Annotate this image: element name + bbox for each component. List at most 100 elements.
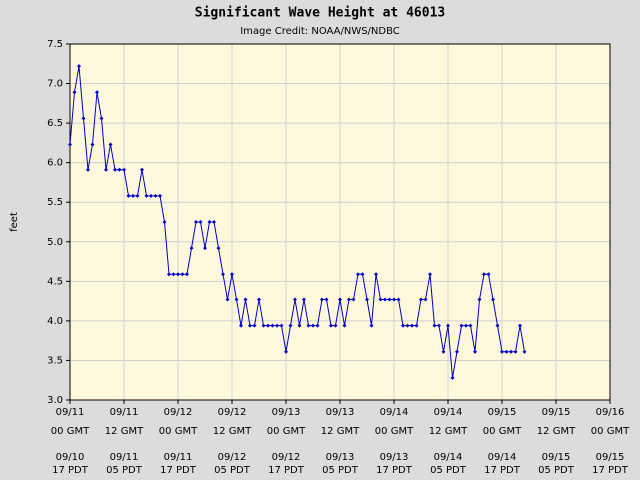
y-tick-label: 7.5: [47, 39, 63, 50]
x2-tick-label: 09/11: [110, 452, 139, 463]
x2-tick-sublabel: 17 PDT: [376, 465, 413, 476]
data-point: [279, 323, 284, 328]
data-point: [198, 220, 203, 224]
data-point: [306, 323, 311, 328]
x2-tick-sublabel: 17 PDT: [592, 465, 629, 476]
data-point: [104, 167, 108, 172]
data-point: [230, 272, 234, 277]
data-point: [270, 323, 275, 328]
data-point: [248, 323, 252, 328]
x-tick-sublabel: 00 GMT: [591, 426, 630, 437]
data-point: [464, 323, 468, 328]
x-tick-label: 09/14: [380, 407, 409, 418]
data-point: [383, 297, 387, 302]
data-point: [410, 323, 414, 328]
x2-tick-sublabel: 17 PDT: [160, 465, 197, 476]
x-tick-label: 09/11: [110, 407, 139, 418]
x2-tick-label: 09/15: [542, 452, 571, 463]
data-point: [95, 90, 99, 95]
x-tick-sublabel: 00 GMT: [375, 426, 414, 437]
data-point: [311, 323, 315, 328]
x-tick-sublabel: 12 GMT: [537, 426, 576, 437]
x2-tick-sublabel: 17 PDT: [52, 465, 89, 476]
x-tick-label: 09/15: [488, 407, 517, 418]
x2-tick-label: 09/13: [326, 452, 355, 463]
x-tick-sublabel: 00 GMT: [483, 426, 522, 437]
data-point: [315, 323, 320, 328]
plot-frame: [69, 43, 611, 401]
data-point: [189, 246, 194, 251]
data-point: [351, 297, 356, 302]
x-tick-label: 09/12: [218, 407, 247, 418]
data-point: [392, 297, 396, 302]
x-tick-sublabel: 12 GMT: [213, 426, 252, 437]
data-point: [491, 297, 495, 302]
data-point: [266, 323, 270, 328]
data-point: [77, 64, 81, 69]
data-point: [486, 272, 491, 277]
y-axis-label: feet: [9, 212, 20, 232]
data-point: [428, 272, 432, 277]
data-point: [167, 272, 171, 277]
data-point: [455, 349, 459, 354]
x2-tick-sublabel: 05 PDT: [430, 465, 467, 476]
data-point: [108, 142, 113, 147]
x2-tick-label: 09/13: [380, 452, 409, 463]
data-point: [356, 272, 360, 277]
x2-tick-sublabel: 05 PDT: [106, 465, 143, 476]
data-point: [365, 297, 369, 302]
chart-subtitle: Image Credit: NOAA/NWS/NDBC: [240, 26, 400, 37]
data-point: [333, 323, 338, 328]
data-point: [252, 323, 257, 328]
data-point: [297, 323, 302, 328]
data-point: [342, 323, 347, 328]
x-tick-sublabel: 12 GMT: [321, 426, 360, 437]
data-point: [504, 349, 509, 354]
x2-tick-sublabel: 17 PDT: [268, 465, 305, 476]
data-point: [216, 246, 221, 251]
data-point: [437, 323, 441, 328]
y-tick-label: 4.0: [47, 316, 63, 327]
data-point: [288, 323, 293, 328]
data-point: [414, 323, 419, 328]
y-tick-label: 5.5: [47, 197, 63, 208]
data-point: [81, 116, 86, 121]
data-point: [131, 193, 135, 198]
data-point: [509, 349, 513, 354]
data-point: [522, 349, 527, 354]
x-tick-sublabel: 12 GMT: [105, 426, 144, 437]
data-point: [446, 323, 450, 328]
x2-tick-sublabel: 05 PDT: [322, 465, 359, 476]
y-tick-label: 6.0: [47, 158, 63, 169]
x-tick-label: 09/16: [596, 407, 625, 418]
x-tick-sublabel: 00 GMT: [267, 426, 306, 437]
data-point: [176, 272, 180, 277]
data-point: [468, 323, 473, 328]
data-point: [482, 272, 486, 277]
data-point: [432, 323, 437, 328]
data-point: [149, 193, 153, 198]
data-point: [243, 297, 248, 302]
data-point: [459, 323, 464, 328]
data-point: [234, 297, 239, 302]
y-tick-label: 4.5: [47, 276, 63, 287]
data-point: [221, 272, 225, 277]
data-point: [320, 297, 324, 302]
data-point: [302, 297, 306, 302]
data-point: [378, 297, 383, 302]
x2-tick-label: 09/11: [164, 452, 193, 463]
data-point: [324, 297, 329, 302]
x-tick-label: 09/12: [164, 407, 193, 418]
data-point: [360, 272, 365, 277]
data-point: [513, 349, 518, 354]
x2-tick-sublabel: 05 PDT: [214, 465, 251, 476]
x-tick-label: 09/15: [542, 407, 571, 418]
x2-tick-label: 09/12: [272, 452, 301, 463]
data-point: [338, 297, 342, 302]
x-tick-sublabel: 12 GMT: [429, 426, 468, 437]
data-point: [86, 167, 90, 172]
x2-tick-sublabel: 05 PDT: [538, 465, 575, 476]
y-tick-label: 5.0: [47, 237, 63, 248]
data-point: [396, 297, 401, 302]
data-point: [239, 323, 243, 328]
